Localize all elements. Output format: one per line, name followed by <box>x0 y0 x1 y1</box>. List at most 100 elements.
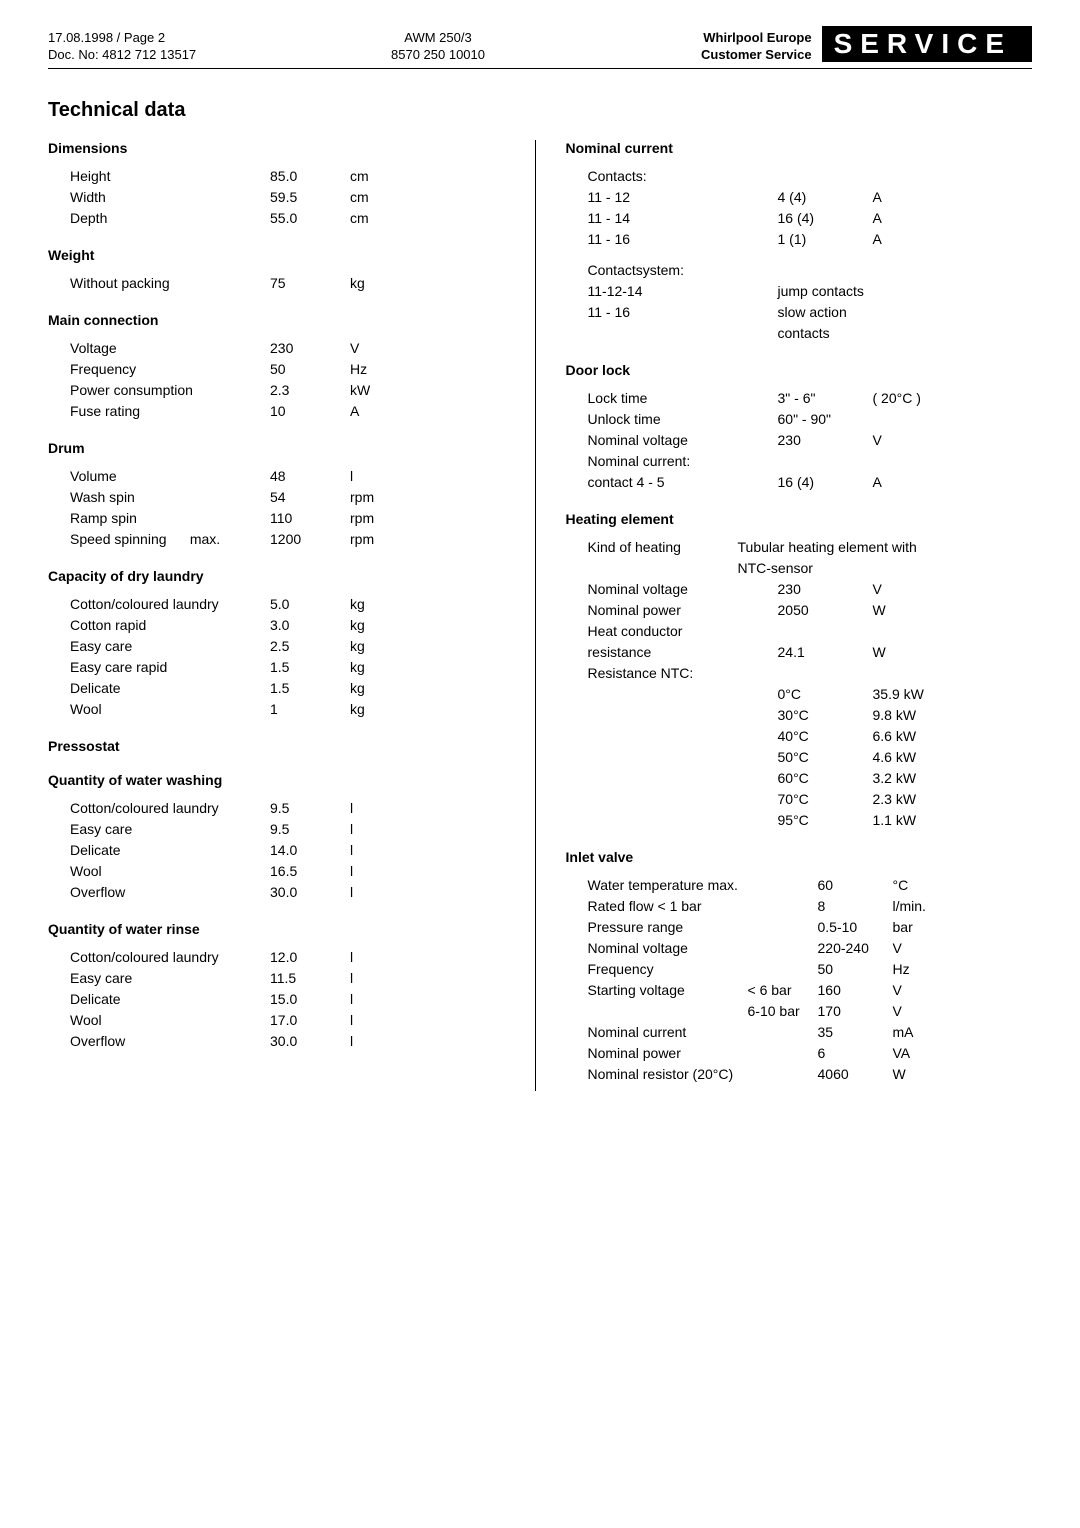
value: 220-240 <box>818 938 893 959</box>
unit: ( 20°C ) <box>873 388 963 409</box>
unit: rpm <box>350 508 430 529</box>
unit: 9.8 kW <box>873 705 963 726</box>
right-column: Nominal current Contacts: 11 - 124 (4)A … <box>535 140 1033 1091</box>
dimensions-heading: Dimensions <box>48 140 515 156</box>
table-row: Volume48l <box>70 466 515 487</box>
mid <box>748 875 818 896</box>
value: 1.5 <box>270 678 350 699</box>
content-columns: Dimensions Height85.0cm Width59.5cm Dept… <box>48 140 1032 1091</box>
header-date: 17.08.1998 / Page 2 <box>48 30 328 47</box>
table-row: Nominal power6VA <box>588 1043 1033 1064</box>
label: Wool <box>70 699 270 720</box>
label: Heat conductor <box>588 621 778 642</box>
value <box>778 621 873 642</box>
value: 0.5-10 <box>818 917 893 938</box>
unit: l <box>350 861 430 882</box>
table-row: Easy care11.5l <box>70 968 515 989</box>
label: resistance <box>588 642 778 663</box>
unit: °C <box>893 875 909 896</box>
table-row: Resistance NTC: <box>588 663 1033 684</box>
unit: 3.2 kW <box>873 768 963 789</box>
page-title: Technical data <box>48 99 1032 122</box>
unit: V <box>893 1001 902 1022</box>
table-row: Height85.0cm <box>70 166 515 187</box>
label: Delicate <box>70 989 270 1010</box>
table-row: Frequency50Hz <box>70 359 515 380</box>
label: Resistance NTC: <box>588 663 778 684</box>
value: 30.0 <box>270 882 350 903</box>
label <box>588 705 778 726</box>
value: 30.0 <box>270 1031 350 1052</box>
table-row: 11-12-14jump contacts <box>588 281 1033 302</box>
table-row: Easy care rapid1.5kg <box>70 657 515 678</box>
table-row: Nominal voltage 220-240V <box>588 938 1033 959</box>
table-row: Wool16.5l <box>70 861 515 882</box>
value: 4060 <box>818 1064 893 1085</box>
table-row: 60°C3.2 kW <box>588 768 1033 789</box>
value: 230 <box>778 430 873 451</box>
header-docno: Doc. No: 4812 712 13517 <box>48 47 328 64</box>
unit: A <box>873 472 963 493</box>
drum-heading: Drum <box>48 440 515 456</box>
value: 230 <box>270 338 350 359</box>
value: 10 <box>270 401 350 422</box>
label <box>588 684 778 705</box>
unit: W <box>873 642 963 663</box>
label: Unlock time <box>588 409 778 430</box>
unit: kg <box>350 699 430 720</box>
unit: 2.3 kW <box>873 789 963 810</box>
header-part-no: 8570 250 10010 <box>328 47 548 64</box>
label: Ramp spin <box>70 508 270 529</box>
capacity-block: Cotton/coloured laundry5.0kg Cotton rapi… <box>48 594 515 720</box>
value: 14.0 <box>270 840 350 861</box>
value: contacts <box>778 323 830 344</box>
value: slow action <box>778 302 847 323</box>
table-row: Without packing75kg <box>70 273 515 294</box>
unit: l <box>350 947 430 968</box>
inlet-block: Water temperature max.60°C Rated flow < … <box>566 875 1033 1085</box>
page: 17.08.1998 / Page 2 Doc. No: 4812 712 13… <box>0 0 1080 1151</box>
unit: 6.6 kW <box>873 726 963 747</box>
value: 160 <box>818 980 893 1001</box>
value: 4 (4) <box>778 187 873 208</box>
unit: l <box>350 466 430 487</box>
unit: V <box>893 938 902 959</box>
table-row: 95°C1.1 kW <box>588 810 1033 831</box>
table-row: Heat conductor <box>588 621 1033 642</box>
unit: A <box>350 401 430 422</box>
value: 24.1 <box>778 642 873 663</box>
table-row: Voltage230V <box>70 338 515 359</box>
table-row: 0°C35.9 kW <box>588 684 1033 705</box>
label: Nominal voltage <box>588 938 748 959</box>
table-row: Depth55.0cm <box>70 208 515 229</box>
table-row: Width59.5cm <box>70 187 515 208</box>
value: 12.0 <box>270 947 350 968</box>
table-row: Starting voltage< 6 bar160V <box>588 980 1033 1001</box>
value: 54 <box>270 487 350 508</box>
label: 11-12-14 <box>588 281 778 302</box>
contacts-label: Contacts: <box>588 166 1033 187</box>
value: 15.0 <box>270 989 350 1010</box>
value: Tubular heating element with <box>738 537 917 558</box>
table-row: Rated flow < 1 bar8l/min. <box>588 896 1033 917</box>
unit <box>873 621 963 642</box>
label: Water temperature max. <box>588 875 748 896</box>
header-brand: Whirlpool Europe Customer Service <box>548 30 822 64</box>
unit: kg <box>350 636 430 657</box>
label: Wool <box>70 861 270 882</box>
qty-rinse-heading: Quantity of water rinse <box>48 921 515 937</box>
label: Cotton/coloured laundry <box>70 594 270 615</box>
label: Rated flow < 1 bar <box>588 896 748 917</box>
value: 55.0 <box>270 208 350 229</box>
dimensions-block: Height85.0cm Width59.5cm Depth55.0cm <box>48 166 515 229</box>
label: Nominal resistor (20°C) <box>588 1064 748 1085</box>
table-row: Easy care9.5l <box>70 819 515 840</box>
heating-block: Kind of heatingTubular heating element w… <box>566 537 1033 831</box>
label: Cotton rapid <box>70 615 270 636</box>
value: 48 <box>270 466 350 487</box>
table-row: 50°C4.6 kW <box>588 747 1033 768</box>
left-column: Dimensions Height85.0cm Width59.5cm Dept… <box>48 140 535 1091</box>
label: Easy care <box>70 819 270 840</box>
table-row: NTC-sensor <box>588 558 1033 579</box>
unit: l <box>350 798 430 819</box>
